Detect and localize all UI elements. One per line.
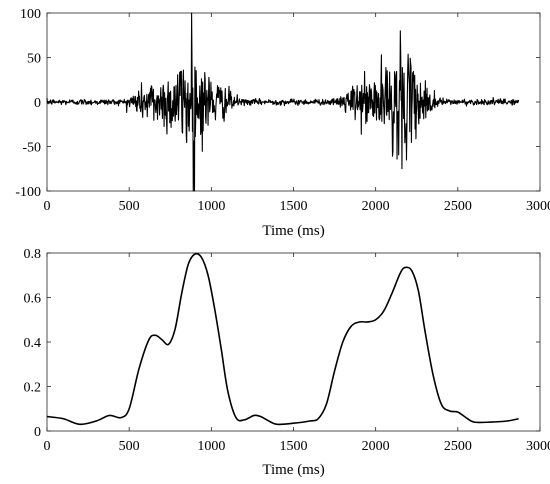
x-tick-label: 0 (44, 439, 51, 454)
envelope-series-line (46, 252, 519, 426)
y-tick-label: 50 (27, 52, 41, 67)
x-tick-label: 2000 (362, 199, 390, 214)
y-tick-label: 100 (20, 7, 41, 22)
y-tick-label: 0.4 (24, 336, 42, 351)
x-axis-label: Time (ms) (262, 223, 324, 239)
plot-frame (46, 252, 541, 432)
signal-series-line (46, 12, 520, 192)
y-tick-label: 0 (34, 96, 41, 111)
y-tick-label: -50 (22, 141, 41, 156)
x-tick-label: 500 (119, 439, 140, 454)
x-tick-label: 1000 (197, 199, 225, 214)
x-tick-label: 2500 (444, 439, 472, 454)
y-tick-label: 0.6 (24, 292, 42, 307)
x-tick-label: 1500 (280, 439, 308, 454)
y-tick-label: 0.8 (24, 247, 42, 262)
y-tick-label: 0.2 (24, 381, 42, 396)
x-axis-label: Time (ms) (262, 462, 324, 478)
x-tick-label: 500 (119, 199, 140, 214)
x-tick-label: 1500 (280, 199, 308, 214)
x-tick-label: 0 (44, 199, 51, 214)
y-tick-label: 0 (34, 425, 41, 440)
x-tick-label: 1000 (197, 439, 225, 454)
y-tick-label: -100 (15, 185, 41, 200)
x-tick-label: 2500 (444, 199, 472, 214)
x-tick-label: 2000 (362, 439, 390, 454)
